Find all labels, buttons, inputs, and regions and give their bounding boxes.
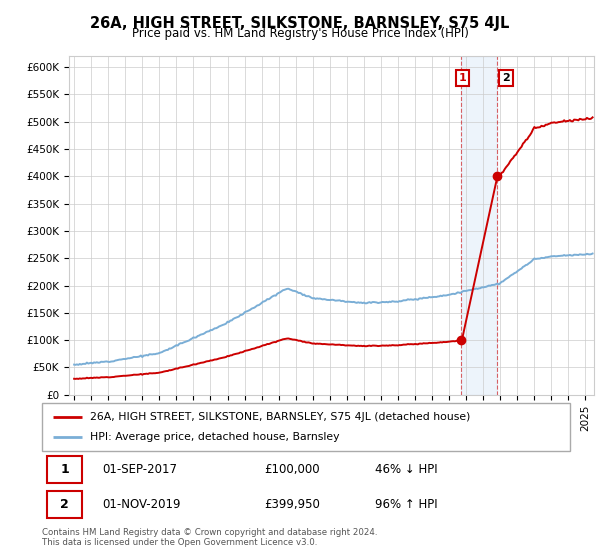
Text: HPI: Average price, detached house, Barnsley: HPI: Average price, detached house, Barn… [89,432,339,442]
Text: 01-SEP-2017: 01-SEP-2017 [103,463,178,476]
Text: 1: 1 [61,463,69,476]
Bar [47,492,82,518]
Text: £399,950: £399,950 [264,498,320,511]
Text: 26A, HIGH STREET, SILKSTONE, BARNSLEY, S75 4JL: 26A, HIGH STREET, SILKSTONE, BARNSLEY, S… [91,16,509,31]
Text: 1: 1 [458,73,466,83]
Text: 2: 2 [61,498,69,511]
Text: 26A, HIGH STREET, SILKSTONE, BARNSLEY, S75 4JL (detached house): 26A, HIGH STREET, SILKSTONE, BARNSLEY, S… [89,413,470,422]
Text: 46% ↓ HPI: 46% ↓ HPI [374,463,437,476]
Text: 96% ↑ HPI: 96% ↑ HPI [374,498,437,511]
Text: 2: 2 [502,73,510,83]
Text: Contains HM Land Registry data © Crown copyright and database right 2024.
This d: Contains HM Land Registry data © Crown c… [42,528,377,547]
Text: £100,000: £100,000 [264,463,319,476]
Bar [461,56,497,395]
Text: 01-NOV-2019: 01-NOV-2019 [103,498,181,511]
Bar [47,456,82,483]
Text: Price paid vs. HM Land Registry's House Price Index (HPI): Price paid vs. HM Land Registry's House … [131,27,469,40]
